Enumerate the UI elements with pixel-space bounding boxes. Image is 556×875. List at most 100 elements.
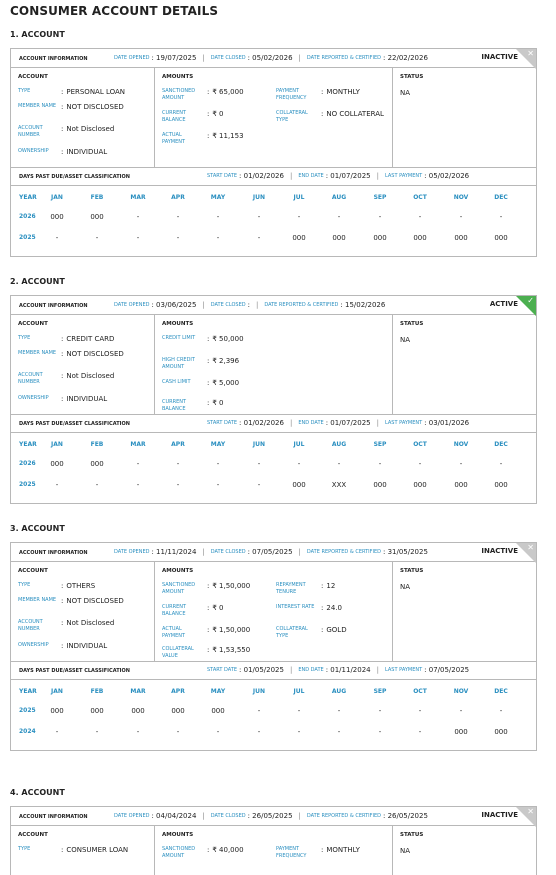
- account-field: OWNERSHIP: INDIVIDUAL: [18, 395, 107, 403]
- account-details-grid: ACCOUNT TYPE: CONSUMER LOAN AMOUNTS SANCTION…: [11, 826, 536, 875]
- dpd-year: 2026: [19, 460, 36, 467]
- field-value: NO COLLATERAL: [326, 110, 384, 118]
- field-colon: :: [61, 642, 64, 650]
- dpd-value: -: [257, 234, 261, 242]
- field-label: SANCTIONED AMOUNT: [162, 88, 196, 101]
- field-label: ACCOUNT NUMBER: [18, 125, 43, 138]
- dpd-dates: START DATE: 01/02/2026 | END DATE: 01/07/2…: [207, 419, 469, 427]
- field-colon: :: [207, 626, 210, 634]
- account-info-bar: ACCOUNT INFORMATION DATE OPENED: 19/07/20…: [11, 49, 536, 69]
- field-colon: :: [321, 582, 324, 590]
- dpd-value: 000: [90, 707, 104, 715]
- field-colon: :: [61, 619, 64, 627]
- dpd-month-header: MAY: [210, 441, 226, 448]
- dpd-month-header: DEC: [494, 688, 508, 695]
- field-label: TYPE: [18, 846, 31, 852]
- dpd-value: -: [95, 234, 99, 242]
- field-colon: :: [207, 582, 210, 590]
- field-colon: :: [61, 335, 64, 343]
- dpd-value: -: [378, 460, 382, 468]
- field-value: INDIVIDUAL: [66, 642, 108, 650]
- date-opened-value: : 04/04/2024: [151, 812, 197, 820]
- dpd-value: -: [337, 213, 341, 221]
- field-value: CREDIT CARD: [66, 335, 115, 343]
- date-opened-label: DATE OPENED: [114, 813, 150, 819]
- field-value: 12: [326, 582, 336, 590]
- field-colon: :: [61, 125, 64, 133]
- field-colon: :: [61, 395, 64, 403]
- check-icon: ✓: [527, 296, 534, 305]
- dpd-value: 000: [50, 460, 64, 468]
- field-label: OWNERSHIP: [18, 642, 49, 648]
- field-value: 24.0: [326, 604, 342, 612]
- dpd-month-header: APR: [171, 688, 185, 695]
- date-closed-label: DATE CLOSED: [210, 549, 246, 555]
- field-value: ₹ 0: [212, 399, 224, 407]
- dpd-table: YEAR JAN FEB MAR APR MAY JUN JUL AUG SEP OCT NOV DEC…: [11, 186, 536, 256]
- account-column-title: ACCOUNT: [18, 321, 48, 327]
- dpd-value: -: [136, 481, 140, 489]
- dpd-value: -: [378, 707, 382, 715]
- amounts-column: AMOUNTS SANCTIONED AMOUNT: ₹ 40,000 PAYMENT…: [155, 826, 393, 875]
- account-field: OWNERSHIP: INDIVIDUAL: [18, 642, 107, 650]
- dpd-value: 000: [373, 234, 387, 242]
- dpd-value: -: [378, 728, 382, 736]
- dpd-month-header: AUG: [331, 688, 347, 695]
- dpd-month-header: AUG: [331, 194, 347, 201]
- dpd-bar: DAYS PAST DUE/ASSET CLASSIFICATION START …: [11, 662, 536, 680]
- amount-field: SANCTIONED AMOUNT: ₹ 65,000: [162, 88, 244, 102]
- separator: |: [202, 301, 205, 309]
- account-card: ACCOUNT INFORMATION DATE OPENED: 11/11/20…: [10, 542, 537, 751]
- account-heading: 4. ACCOUNT: [10, 788, 65, 797]
- field-colon: :: [61, 148, 64, 156]
- dpd-value: -: [459, 213, 463, 221]
- account-dates: DATE OPENED: 03/06/2025 | DATE CLOSED: | DA…: [114, 301, 385, 309]
- field-label: CURRENT BALANCE: [162, 399, 187, 412]
- account-info-bar: ACCOUNT INFORMATION DATE OPENED: 04/04/20…: [11, 807, 536, 827]
- status-flag: INACTIVE: [481, 811, 518, 819]
- dpd-month-header: APR: [171, 441, 185, 448]
- field-label: SANCTIONED AMOUNT: [162, 846, 196, 859]
- field-label: ACTUAL PAYMENT: [162, 626, 186, 639]
- dpd-month-header: DEC: [494, 194, 508, 201]
- dpd-bar: DAYS PAST DUE/ASSET CLASSIFICATION START …: [11, 168, 536, 186]
- dpd-value: -: [499, 213, 503, 221]
- dpd-month-header: FEB: [90, 441, 104, 448]
- date-reported-label: DATE REPORTED & CERTIFIED: [306, 55, 381, 61]
- dpd-value: -: [257, 460, 261, 468]
- status-column: STATUS NA: [393, 562, 536, 661]
- field-value: NOT DISCLOSED: [66, 597, 124, 605]
- amount-field: CASH LIMIT: ₹ 5,000: [162, 379, 239, 387]
- account-column: ACCOUNT TYPE: CONSUMER LOAN: [11, 826, 155, 875]
- separator: |: [376, 419, 379, 427]
- dpd-title: DAYS PAST DUE/ASSET CLASSIFICATION: [19, 668, 130, 674]
- field-label: ACTUAL PAYMENT: [162, 132, 186, 145]
- field-colon: :: [207, 357, 210, 365]
- dpd-value: -: [257, 481, 261, 489]
- dpd-value: -: [297, 728, 301, 736]
- status-flag: INACTIVE: [481, 547, 518, 555]
- date-reported-label: DATE REPORTED & CERTIFIED: [306, 813, 381, 819]
- account-card: ACCOUNT INFORMATION DATE OPENED: 03/06/20…: [10, 295, 537, 504]
- field-value: ₹ 0: [212, 110, 224, 118]
- account-section: 2. ACCOUNT ACCOUNT INFORMATION DATE OPENED…: [10, 277, 537, 504]
- account-field: OWNERSHIP: INDIVIDUAL: [18, 148, 107, 156]
- field-colon: :: [207, 604, 210, 612]
- account-field: TYPE: CONSUMER LOAN: [18, 846, 128, 854]
- dpd-value: 000: [373, 481, 387, 489]
- account-section: 1. ACCOUNT ACCOUNT INFORMATION DATE OPENED…: [10, 30, 537, 257]
- status-value: NA: [400, 847, 411, 855]
- field-colon: :: [61, 103, 64, 111]
- account-info-label: ACCOUNT INFORMATION: [19, 56, 88, 62]
- field-label: ACCOUNT NUMBER: [18, 372, 43, 385]
- status-column-title: STATUS: [400, 832, 424, 838]
- separator: |: [289, 419, 293, 427]
- separator: |: [202, 548, 205, 556]
- status-column-title: STATUS: [400, 568, 424, 574]
- field-value: GOLD: [326, 626, 347, 634]
- dpd-month-header: JAN: [51, 441, 63, 448]
- dpd-month-header: JUL: [293, 688, 305, 695]
- date-reported-value: : 26/05/2025: [382, 812, 428, 820]
- dpd-year: 2025: [19, 707, 36, 714]
- field-label: OWNERSHIP: [18, 148, 49, 154]
